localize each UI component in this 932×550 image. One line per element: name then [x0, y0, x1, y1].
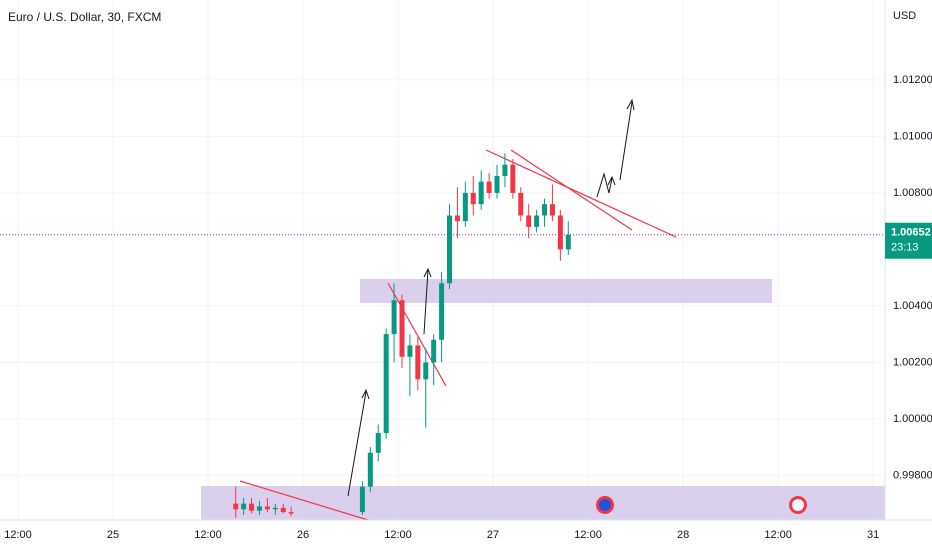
- candle-body: [439, 283, 445, 340]
- x-tick-label: 25: [107, 529, 119, 541]
- candle-body: [241, 503, 247, 510]
- y-tick-label: 1.00400: [893, 300, 932, 312]
- candle-body: [272, 507, 278, 510]
- candle-body: [549, 204, 555, 216]
- candle-body: [367, 452, 373, 487]
- current-price-label: 1.00652: [891, 227, 931, 239]
- candle-body: [431, 339, 437, 363]
- y-tick-label: 1.00200: [893, 356, 932, 368]
- candle-body: [407, 345, 413, 357]
- candle-body: [233, 503, 239, 510]
- candle-body: [423, 362, 429, 380]
- candle-body: [264, 506, 270, 510]
- x-tick-label: 12:00: [4, 529, 32, 541]
- x-tick-label: 27: [487, 529, 499, 541]
- x-tick-label: 12:00: [384, 529, 412, 541]
- x-tick-label: 26: [297, 529, 309, 541]
- candle-body: [565, 234, 571, 250]
- x-tick-label: 12:00: [194, 529, 222, 541]
- candle-body: [486, 181, 492, 193]
- trend-lines: [239, 149, 677, 521]
- candle-body: [399, 300, 405, 357]
- candle-body: [526, 215, 532, 227]
- chart-title: Euro / U.S. Dollar, 30, FXCM: [8, 10, 161, 24]
- candle-body: [256, 506, 262, 511]
- event-icons: [596, 496, 807, 514]
- candles: [233, 153, 571, 518]
- candle-body: [383, 334, 389, 434]
- y-tick-label: 1.01000: [893, 130, 932, 142]
- candle-body: [415, 345, 421, 380]
- candle-body: [359, 486, 365, 513]
- currency: USD: [893, 10, 916, 22]
- y-tick-label: 1.01200: [893, 74, 932, 86]
- candle-body: [470, 192, 476, 205]
- candle-body: [542, 204, 548, 216]
- x-tick-label: 12:00: [574, 529, 602, 541]
- x-tick-label: 31: [867, 529, 879, 541]
- y-tick-label: 0.99800: [893, 469, 932, 481]
- y-tick-label: 1.00000: [893, 413, 932, 425]
- candle-body: [288, 512, 294, 514]
- x-tick-label: 28: [677, 529, 689, 541]
- y-tick-label: 1.00800: [893, 187, 932, 199]
- countdown: 23:13: [891, 242, 919, 254]
- candle-body: [534, 215, 540, 227]
- candle-body: [478, 181, 484, 205]
- zone: [360, 279, 772, 303]
- candle-body: [454, 215, 460, 222]
- candle-body: [280, 507, 286, 513]
- x-tick-label: 12:00: [764, 529, 792, 541]
- candle-body: [249, 503, 255, 511]
- candle-body: [447, 215, 453, 284]
- candle-body: [494, 175, 500, 193]
- candle-body: [510, 164, 516, 193]
- grid: [0, 0, 885, 520]
- zone: [201, 486, 885, 520]
- candle-body: [391, 300, 397, 335]
- candle-body: [375, 433, 381, 453]
- candle-body: [557, 215, 563, 250]
- price-label-box: [885, 222, 932, 259]
- arrows: [347, 98, 635, 497]
- candle-body: [462, 192, 468, 222]
- candle-body: [518, 192, 524, 216]
- candle-body: [502, 164, 508, 176]
